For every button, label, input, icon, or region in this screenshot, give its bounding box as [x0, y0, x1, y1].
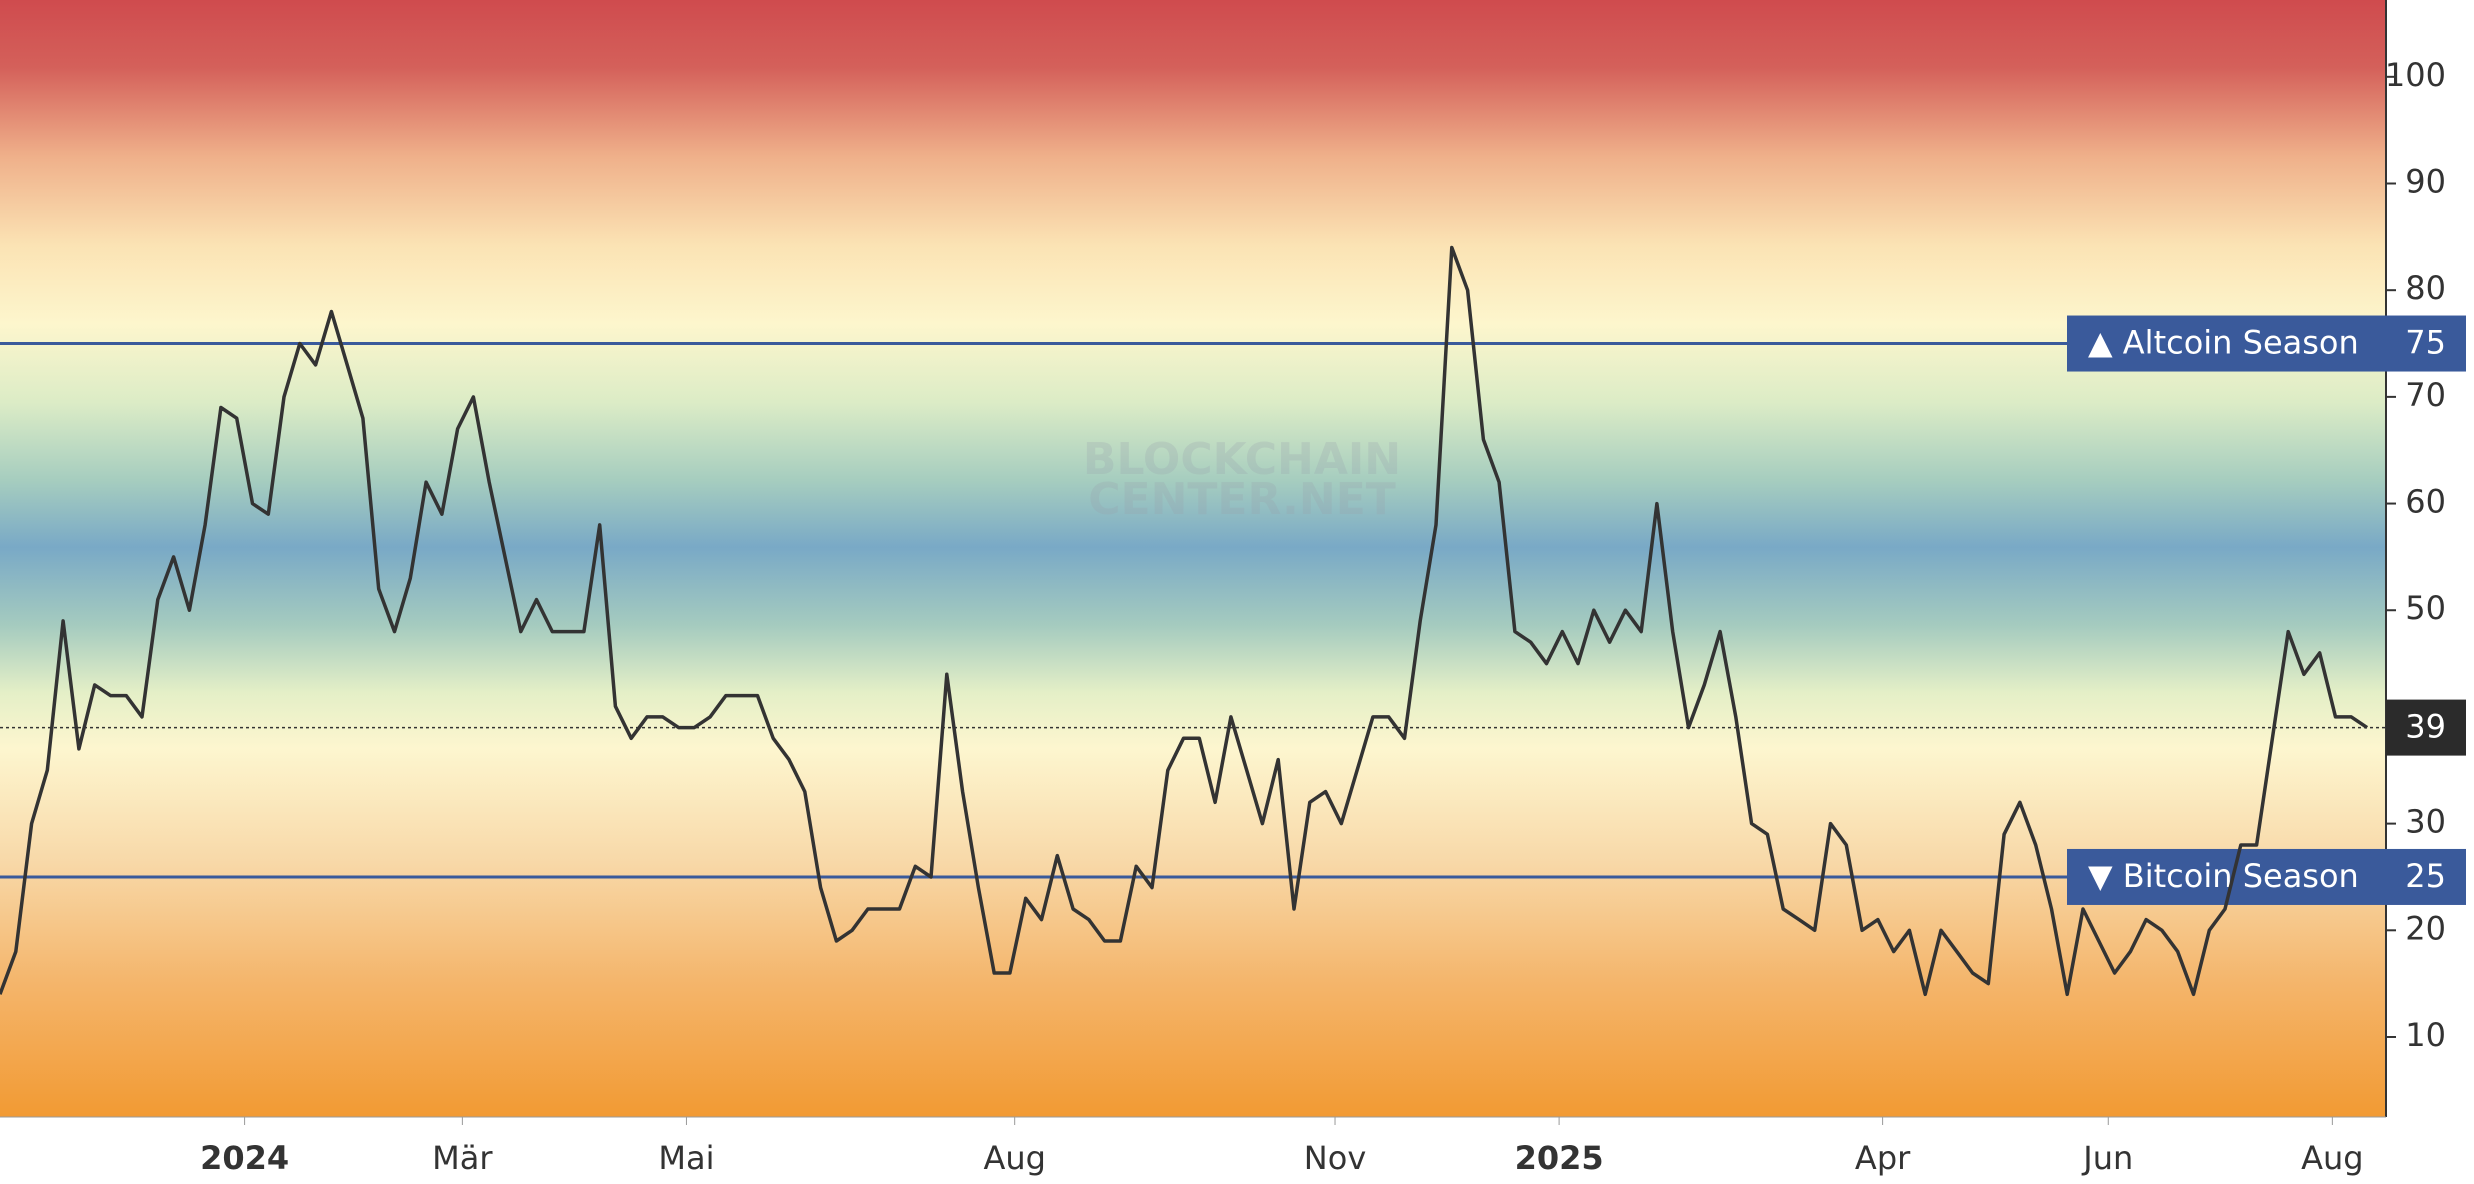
reference-label-box — [2067, 848, 2466, 905]
background-gradient — [0, 0, 2386, 1117]
reference-label: ▼ Bitcoin Season — [2088, 857, 2359, 895]
current-value-label: 39 — [2405, 708, 2446, 746]
x-tick-label: Mai — [658, 1139, 714, 1177]
x-tick-label: Apr — [1855, 1139, 1911, 1177]
y-tick-label: 100 — [2385, 56, 2446, 94]
data-line — [0, 245, 2369, 997]
reference-value: 25 — [2405, 857, 2446, 895]
y-tick-label: 20 — [2405, 909, 2446, 947]
current-value-box — [2386, 699, 2466, 756]
y-tick-label: 30 — [2405, 803, 2446, 841]
x-tick-label: 2025 — [1515, 1139, 1604, 1177]
y-tick-label: 10 — [2405, 1016, 2446, 1054]
y-tick-label: 70 — [2405, 376, 2446, 414]
x-tick-label: Nov — [1304, 1139, 1366, 1177]
reference-value: 75 — [2405, 324, 2446, 362]
x-tick-label: Jun — [2081, 1139, 2133, 1177]
y-tick-label: 60 — [2405, 483, 2446, 521]
y-tick-label: 80 — [2405, 269, 2446, 307]
x-tick-label: Aug — [2301, 1139, 2363, 1177]
reference-label: ▲ Altcoin Season — [2088, 324, 2359, 362]
watermark: CENTER.NET — [1088, 474, 1396, 525]
y-tick-label: 50 — [2405, 589, 2446, 627]
x-tick-label: Mär — [432, 1139, 493, 1177]
watermark: BLOCKCHAIN — [1083, 434, 1401, 485]
x-tick-label: 2024 — [200, 1139, 289, 1177]
reference-label-box — [2067, 315, 2466, 372]
x-tick-label: Aug — [983, 1139, 1045, 1177]
y-tick-label: 90 — [2405, 162, 2446, 200]
